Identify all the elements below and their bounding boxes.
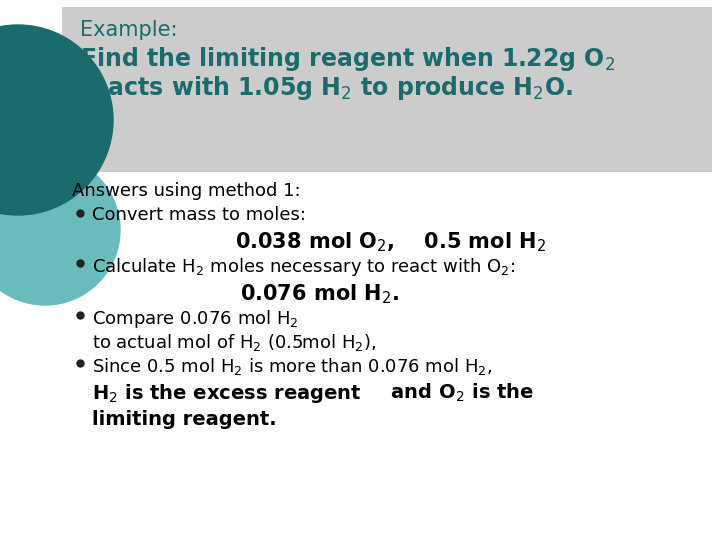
Text: limiting reagent.: limiting reagent. [92,410,276,429]
Text: Convert mass to moles:: Convert mass to moles: [92,206,306,224]
Text: 0.076 mol H$_2$.: 0.076 mol H$_2$. [240,282,400,306]
Bar [62,7,712,172]
Text: H$_2$ is the excess reagent: H$_2$ is the excess reagent [92,382,361,405]
Text: Since 0.5 mol H$_2$ is more than 0.076 mol H$_2$,: Since 0.5 mol H$_2$ is more than 0.076 m… [92,356,492,377]
Text: to actual mol of H$_2$ (0.5mol H$_2$),: to actual mol of H$_2$ (0.5mol H$_2$), [92,332,377,353]
Circle shape [0,25,113,215]
Text: and O$_2$ is the: and O$_2$ is the [384,382,534,404]
Circle shape [0,155,120,305]
Text: 0.038 mol O$_2$,    0.5 mol H$_2$: 0.038 mol O$_2$, 0.5 mol H$_2$ [235,230,546,254]
Text: Calculate H$_2$ moles necessary to react with O$_2$:: Calculate H$_2$ moles necessary to react… [92,256,516,278]
Text: Example:: Example: [80,20,178,40]
Text: Answers using method 1:: Answers using method 1: [72,182,301,200]
Text: reacts with 1.05g H$_2$ to produce H$_2$O.: reacts with 1.05g H$_2$ to produce H$_2$… [80,74,572,102]
Text: Compare 0.076 mol H$_2$: Compare 0.076 mol H$_2$ [92,308,299,330]
Text: Find the limiting reagent when 1.22g O$_2$: Find the limiting reagent when 1.22g O$_… [80,45,615,73]
